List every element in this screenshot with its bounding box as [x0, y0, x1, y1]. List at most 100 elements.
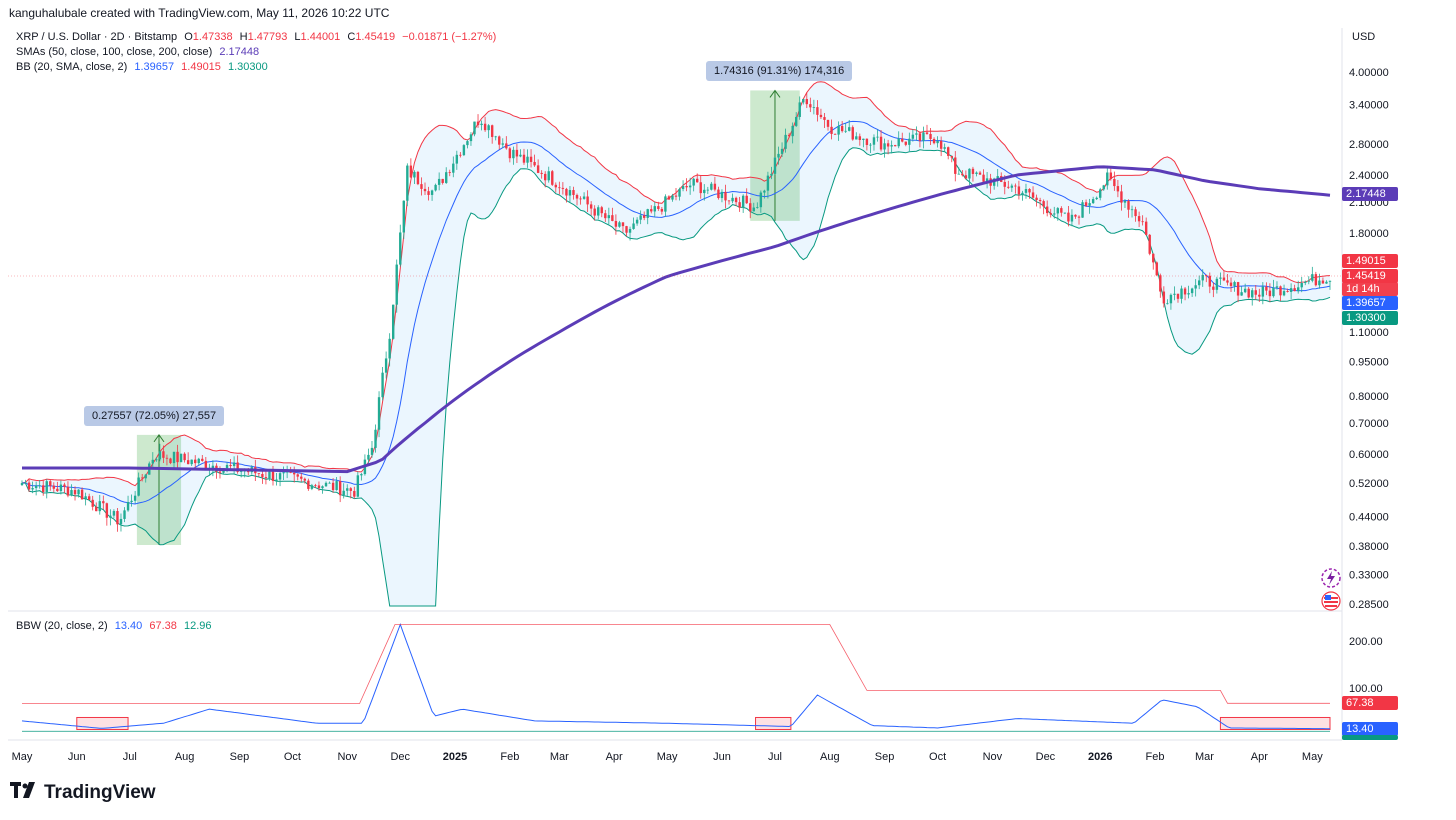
candle-body	[194, 459, 197, 464]
candle-body	[1176, 293, 1180, 299]
y-tick-label: 0.44000	[1349, 512, 1389, 524]
candle-body	[1077, 216, 1081, 218]
candle-body	[642, 215, 646, 218]
candle-body	[381, 372, 384, 398]
bbw-legend[interactable]: BBW (20, close, 2) 13.40 67.38 12.96	[16, 620, 215, 632]
candle-body	[314, 485, 317, 487]
candle-body	[1144, 221, 1148, 235]
us-flag-icon[interactable]	[1320, 590, 1342, 612]
candle-body	[848, 127, 851, 131]
candle-body	[232, 462, 236, 467]
candle-body	[144, 474, 147, 479]
candle-body	[1201, 274, 1204, 281]
candle-body	[1304, 281, 1307, 284]
candle-body	[388, 338, 391, 359]
candle-body	[671, 195, 674, 200]
candle-body	[621, 222, 625, 227]
candle-body	[1247, 288, 1250, 298]
candle-body	[886, 143, 890, 147]
candle-body	[24, 482, 27, 484]
candle-body	[1031, 192, 1035, 198]
measurement-label-2[interactable]: 1.74316 (91.31%) 174,316	[706, 61, 853, 81]
candle-body	[943, 147, 946, 149]
candle-body	[809, 104, 812, 108]
candle-body	[469, 134, 473, 142]
candle-body	[133, 495, 137, 501]
candle-body	[328, 482, 331, 484]
candle-body	[1251, 290, 1254, 298]
candle-body	[487, 125, 490, 131]
candle-body	[1226, 280, 1229, 283]
candle-body	[445, 172, 448, 183]
candle-body	[80, 489, 84, 500]
candle-body	[869, 144, 872, 146]
candle-body	[561, 187, 565, 189]
candle-body	[593, 208, 596, 216]
y-tick-label: 3.40000	[1349, 100, 1389, 112]
tradingview-logo[interactable]: TradingView	[10, 782, 156, 804]
candle-body	[402, 200, 405, 233]
candle-body	[56, 488, 59, 492]
candle-body	[1286, 291, 1289, 292]
candle-body	[667, 196, 671, 200]
price-chart[interactable]: 4.000003.400002.800002.400002.100001.800…	[0, 0, 1456, 780]
candle-body	[922, 132, 925, 141]
candle-body	[515, 149, 519, 157]
bb-basis-price-tag: 1.39657	[1342, 296, 1398, 310]
candle-body	[964, 175, 968, 179]
candle-body	[49, 481, 52, 486]
candle-body	[285, 471, 289, 473]
x-tick-label: Feb	[1146, 751, 1165, 763]
candle-body	[586, 196, 589, 205]
symbol-legend[interactable]: XRP / U.S. Dollar · 2D · Bitstamp O1.473…	[16, 31, 500, 43]
candle-body	[109, 515, 112, 518]
y-tick-label: 0.95000	[1349, 357, 1389, 369]
candle-body	[830, 126, 833, 134]
bb-upper-price-tag: 1.49015	[1342, 254, 1398, 268]
candle-body	[119, 518, 123, 525]
candle-body	[239, 470, 243, 472]
candle-body	[787, 134, 791, 137]
candle-body	[544, 173, 547, 181]
candle-body	[522, 154, 526, 163]
bbw-low-tag	[1342, 735, 1398, 740]
candle-body	[1243, 288, 1247, 293]
candle-body	[303, 478, 307, 481]
squeeze-box-2	[755, 716, 792, 730]
candle-body	[915, 133, 918, 135]
candle-body	[335, 481, 338, 491]
candle-body	[225, 464, 229, 469]
candle-body	[978, 172, 982, 175]
sma-label: SMAs (50, close, 100, close, 200, close)	[16, 46, 213, 58]
candle-body	[1183, 288, 1187, 295]
candle-body	[505, 143, 508, 149]
y-tick-label: 0.38000	[1349, 541, 1389, 553]
measurement-label-1[interactable]: 0.27557 (72.05%) 27,557	[84, 406, 225, 426]
candle-body	[657, 206, 660, 209]
bb-legend[interactable]: BB (20, SMA, close, 2) 1.39657 1.49015 1…	[16, 61, 272, 73]
candle-body	[1166, 303, 1169, 305]
y-tick-label: 4.00000	[1349, 67, 1389, 79]
sma-legend[interactable]: SMAs (50, close, 100, close, 200, close)…	[16, 46, 263, 58]
currency-label: USD	[1352, 31, 1376, 43]
candle-body	[536, 165, 540, 173]
candle-body	[165, 457, 169, 459]
candle-body	[770, 173, 773, 176]
candle-body	[805, 99, 808, 105]
candle-body	[918, 133, 922, 141]
candle-body	[992, 178, 996, 186]
bb-upper-value: 1.49015	[181, 61, 221, 73]
bb-basis-line	[21, 120, 1331, 505]
candle-body	[324, 482, 328, 487]
candle-body	[611, 215, 614, 221]
candle-body	[706, 189, 710, 191]
candle-body	[826, 119, 830, 127]
candle-body	[1293, 288, 1296, 292]
candle-body	[872, 137, 876, 145]
lightning-icon[interactable]	[1320, 567, 1342, 589]
x-tick-label: Apr	[606, 751, 623, 763]
sma200-line	[22, 165, 1331, 474]
candle-body	[413, 171, 416, 178]
candle-body	[759, 192, 763, 208]
chart-credit: kanguhalubale created with TradingView.c…	[9, 6, 390, 20]
